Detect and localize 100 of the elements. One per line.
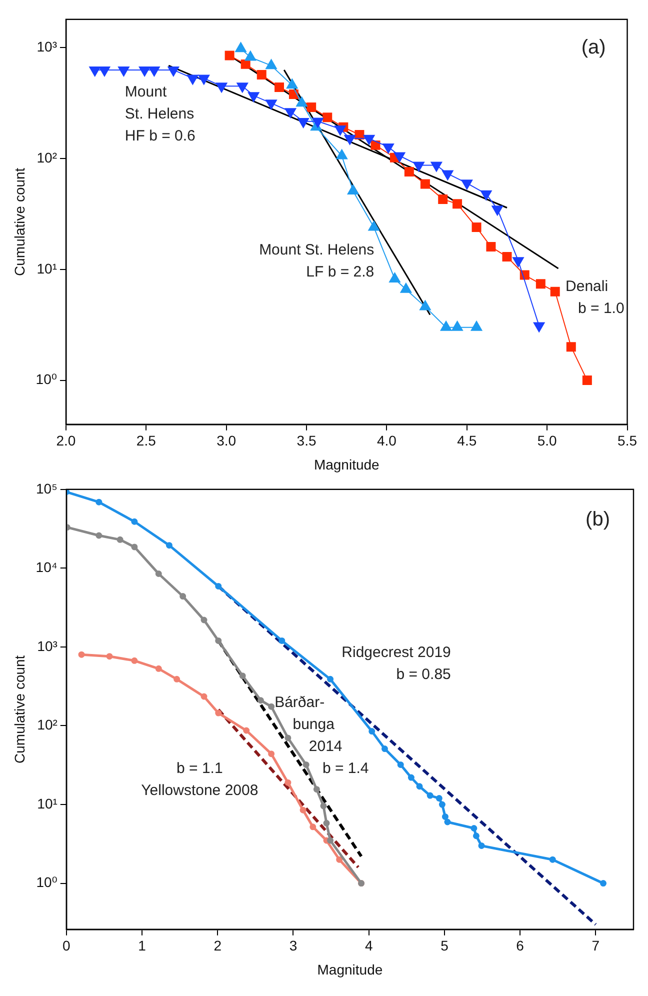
point xyxy=(472,222,482,232)
y-tick-label: 10² xyxy=(37,716,58,733)
point xyxy=(442,813,448,820)
point xyxy=(256,70,266,80)
point xyxy=(180,593,186,600)
point xyxy=(322,112,332,122)
point xyxy=(452,199,462,209)
point xyxy=(138,66,150,76)
y-tick-label: 10³ xyxy=(36,38,58,55)
point xyxy=(442,170,454,180)
x-tick-label: 0 xyxy=(62,938,70,954)
annotation: (b) xyxy=(586,508,610,531)
x-tick-label: 5.5 xyxy=(618,432,638,449)
point xyxy=(582,376,592,386)
point xyxy=(240,59,250,69)
point xyxy=(131,544,138,550)
point xyxy=(302,761,310,768)
point xyxy=(400,282,412,293)
point xyxy=(310,824,316,830)
y-tick-label: 10¹ xyxy=(36,260,58,276)
annotation: b = 1.1 Yellowstone 2008 xyxy=(141,760,258,799)
point xyxy=(430,162,442,172)
point xyxy=(397,761,404,768)
point xyxy=(200,693,208,700)
annotation: Ridgecrest 2019 b = 0.85 xyxy=(342,644,451,684)
point xyxy=(274,82,284,92)
point xyxy=(320,802,327,810)
x-tick-label: 5.0 xyxy=(537,432,558,449)
y-tick-label: 10⁴ xyxy=(36,559,58,576)
point xyxy=(382,144,394,154)
point xyxy=(452,320,463,331)
point xyxy=(470,824,478,832)
annotation: Denali b = 1.0 xyxy=(566,278,624,317)
annotation: (a) xyxy=(581,36,606,58)
x-axis-title: Magnitude xyxy=(314,456,380,472)
point xyxy=(492,206,504,216)
y-tick-label: 10³ xyxy=(37,638,58,654)
x-tick-label: 3 xyxy=(289,938,298,954)
point xyxy=(438,801,446,808)
point xyxy=(89,66,101,76)
point xyxy=(394,152,406,162)
point xyxy=(200,616,208,624)
point xyxy=(236,82,248,93)
point xyxy=(327,676,334,682)
point xyxy=(334,125,346,136)
x-tick-label: 3.0 xyxy=(216,432,236,449)
point xyxy=(344,134,356,145)
point xyxy=(186,74,198,85)
x-tick-label: 5 xyxy=(440,938,449,954)
point xyxy=(416,783,423,790)
point xyxy=(327,837,334,844)
point xyxy=(438,194,448,204)
point xyxy=(536,279,546,289)
point xyxy=(336,856,343,863)
point xyxy=(148,66,160,76)
point xyxy=(155,665,162,672)
y-tick-label: 10¹ xyxy=(37,795,58,812)
y-tick-label: 10² xyxy=(36,149,58,166)
point xyxy=(216,82,228,93)
point xyxy=(368,728,376,735)
point xyxy=(306,102,316,112)
point xyxy=(106,653,113,660)
point xyxy=(288,90,298,100)
x-tick-label: 2.5 xyxy=(136,432,156,449)
point xyxy=(363,134,375,145)
point xyxy=(550,286,560,296)
annotation: Bárðar- bunga 2014 b = 1.4 xyxy=(274,694,369,777)
point xyxy=(78,651,85,658)
y-axis-title: Cumulative count xyxy=(11,655,28,764)
point xyxy=(549,856,556,863)
point xyxy=(116,536,124,543)
point xyxy=(268,703,275,710)
point xyxy=(298,118,310,128)
point xyxy=(215,582,222,590)
point xyxy=(284,779,292,786)
point xyxy=(436,795,442,802)
point xyxy=(426,792,434,799)
point xyxy=(268,750,275,758)
point xyxy=(478,842,485,849)
point xyxy=(96,498,102,506)
point xyxy=(313,786,320,793)
point xyxy=(278,637,286,644)
point xyxy=(243,727,250,734)
x-axis-title: Magnitude xyxy=(317,961,383,978)
point xyxy=(131,518,138,525)
annotation: Mount St. Helens HF b = 0.6 xyxy=(124,83,196,144)
point xyxy=(420,179,430,189)
point xyxy=(118,66,130,76)
point xyxy=(168,66,180,76)
point xyxy=(248,92,260,102)
point xyxy=(420,300,431,310)
x-tick-label: 4.5 xyxy=(457,432,477,449)
point xyxy=(440,320,452,331)
point xyxy=(266,100,277,110)
point xyxy=(600,880,607,887)
point xyxy=(408,774,414,781)
point xyxy=(502,252,512,262)
x-tick-label: 2.0 xyxy=(56,432,76,449)
point xyxy=(486,242,496,252)
point xyxy=(413,162,424,172)
